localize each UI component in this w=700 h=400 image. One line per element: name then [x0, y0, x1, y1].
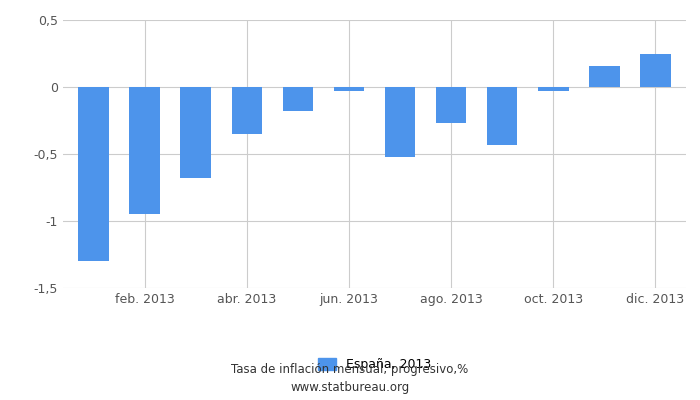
Bar — [283, 87, 313, 111]
Text: Tasa de inflación mensual, progresivo,%: Tasa de inflación mensual, progresivo,% — [232, 364, 468, 376]
Bar — [486, 87, 517, 145]
Bar — [334, 87, 364, 91]
Legend: España, 2013: España, 2013 — [312, 353, 437, 376]
Bar — [436, 87, 466, 123]
Bar — [385, 87, 415, 157]
Text: www.statbureau.org: www.statbureau.org — [290, 382, 410, 394]
Bar — [232, 87, 262, 134]
Bar — [589, 66, 620, 87]
Bar — [181, 87, 211, 178]
Bar — [640, 54, 671, 87]
Bar — [538, 87, 568, 91]
Bar — [130, 87, 160, 214]
Bar — [78, 87, 109, 261]
